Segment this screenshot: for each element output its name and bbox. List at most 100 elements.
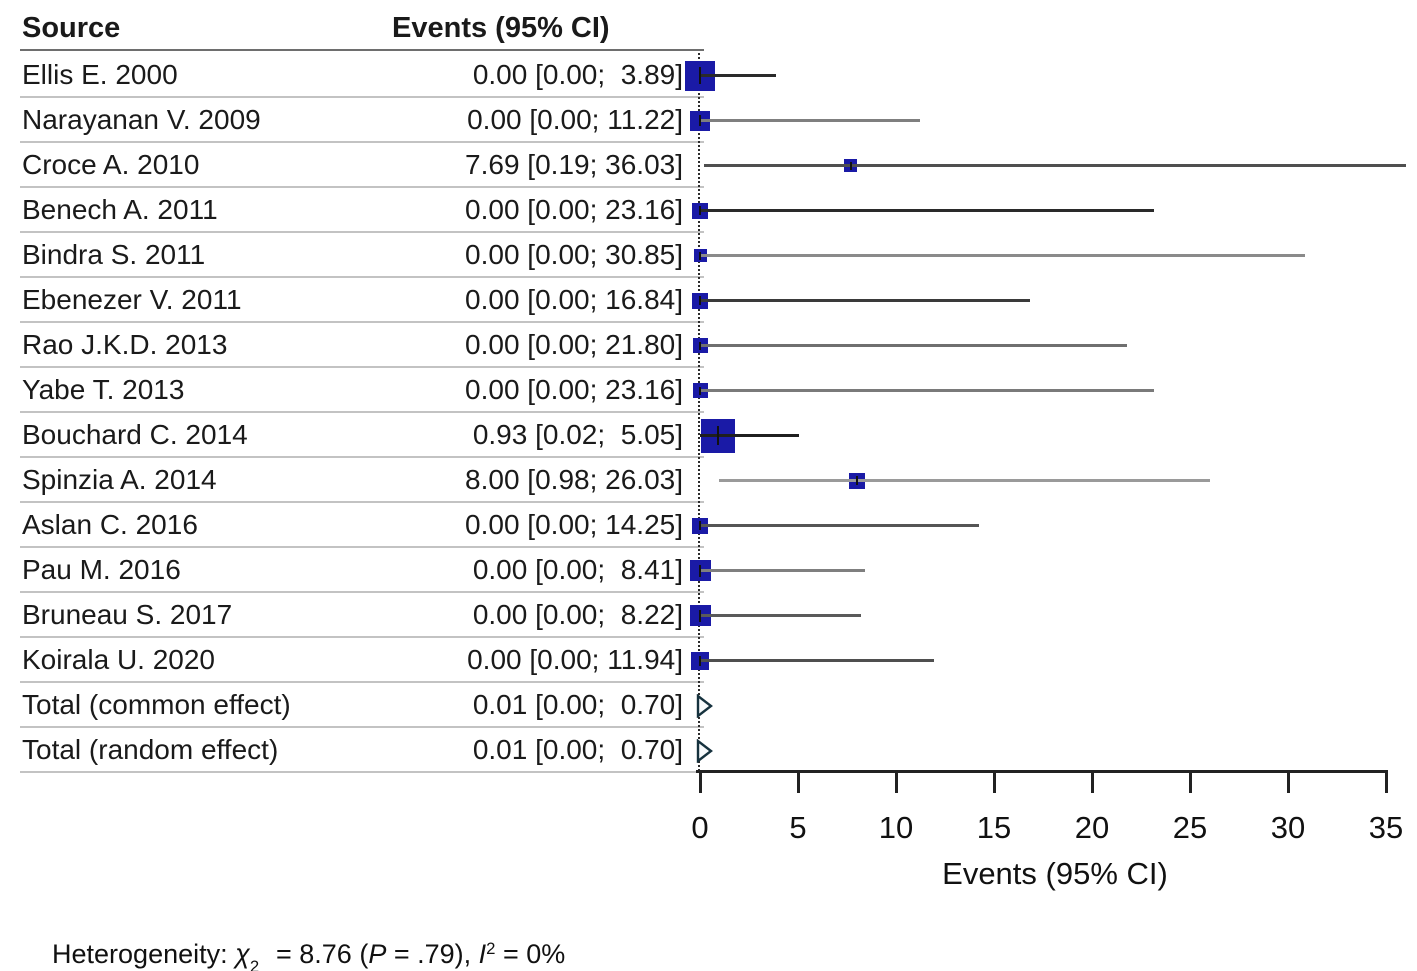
study-events-value: 8.00 [0.98; 26.03] (465, 464, 683, 495)
p-value: = .79), (386, 939, 479, 970)
x-axis-title: Events (95% CI) (942, 856, 1168, 891)
study-events-value: 7.69 [0.19; 36.03] (465, 149, 683, 180)
table-row: Spinzia A. 2014 8.00 [0.98; 26.03] (0, 458, 704, 503)
study-source-label: Bruneau S. 2017 (22, 599, 233, 630)
total-diamond-marker (696, 738, 713, 763)
events-column-header: Events (95% CI) (392, 12, 610, 44)
x-axis (696, 770, 1388, 773)
row-separator (20, 501, 704, 503)
table-row: Pau M. 2016 0.00 [0.00; 8.41] (0, 548, 704, 593)
confidence-interval-line (700, 119, 920, 122)
source-column-header: Source (22, 12, 121, 44)
row-separator (20, 96, 704, 98)
study-source-label: Rao J.K.D. 2013 (22, 329, 228, 360)
estimate-cross-tick (849, 161, 852, 170)
estimate-cross-tick (699, 341, 701, 350)
study-events-value: 0.00 [0.00; 21.80] (465, 329, 683, 360)
estimate-cross-tick (699, 564, 701, 577)
row-separator (20, 186, 704, 188)
estimate-cross-tick (699, 521, 701, 530)
row-separator (20, 726, 704, 728)
study-source-label: Total (common effect) (22, 689, 291, 720)
table-row: Bruneau S. 2017 0.00 [0.00; 8.22] (0, 593, 704, 638)
study-source-label: Koirala U. 2020 (22, 644, 216, 675)
study-source-label: Yabe T. 2013 (22, 374, 185, 405)
i-superscript: 2 (486, 939, 496, 958)
x-axis-tick-label: 10 (878, 810, 914, 845)
study-events-value: 0.00 [0.00; 3.89] (472, 59, 683, 90)
study-source-label: Bindra S. 2011 (22, 239, 206, 270)
x-axis-tick-label: 25 (1172, 810, 1208, 845)
table-row: Koirala U. 2020 0.00 [0.00; 11.94] (0, 638, 704, 683)
study-source-label: Aslan C. 2016 (22, 509, 198, 540)
header-underline (20, 49, 704, 51)
x-axis-tick (1090, 770, 1094, 793)
x-axis-tick-label: 35 (1368, 810, 1404, 845)
row-separator (20, 546, 704, 548)
study-events-value: 0.00 [0.00; 30.85] (465, 239, 683, 270)
confidence-interval-line (700, 524, 980, 527)
i-squared-value: = 0% (495, 939, 566, 970)
study-events-value: 0.00 [0.00; 23.16] (465, 194, 683, 225)
x-axis-tick (698, 770, 702, 793)
p-symbol: P (368, 939, 387, 970)
confidence-interval-line (700, 659, 935, 662)
table-row: Ebenezer V. 2011 0.00 [0.00; 16.84] (0, 278, 704, 323)
confidence-interval-line (719, 479, 1211, 482)
row-separator (20, 366, 704, 368)
study-events-value: 0.00 [0.00; 8.41] (472, 554, 683, 585)
estimate-cross-tick (699, 206, 701, 215)
confidence-interval-line (700, 344, 1128, 347)
chi-value: = 8.76 ( (268, 939, 369, 970)
x-axis-tick (1286, 770, 1290, 793)
total-diamond-marker (696, 693, 713, 718)
heterogeneity-note: Heterogeneity: χ213 = 8.76 (P = .79), I2… (22, 908, 565, 971)
confidence-interval-line (700, 614, 862, 617)
confidence-interval-line (700, 299, 1031, 302)
x-axis-tick-label: 20 (1074, 810, 1110, 845)
x-axis-tick-label: 30 (1270, 810, 1306, 845)
estimate-cross-tick (699, 296, 701, 305)
study-events-value: 0.00 [0.00; 11.94] (467, 644, 683, 675)
row-separator (20, 411, 704, 413)
study-events-value: 0.01 [0.00; 0.70] (472, 734, 683, 765)
study-events-value: 0.00 [0.00; 14.25] (465, 509, 683, 540)
x-axis-tick-label: 0 (691, 810, 709, 845)
estimate-cross-tick (699, 655, 701, 666)
row-separator (20, 456, 704, 458)
x-axis-tick (1384, 770, 1388, 793)
study-source-label: Narayanan V. 2009 (22, 104, 261, 135)
confidence-interval-line (700, 569, 865, 572)
study-source-label: Spinzia A. 2014 (22, 464, 217, 495)
estimate-cross-tick (699, 67, 701, 84)
x-axis-tick (1188, 770, 1192, 793)
estimate-cross-tick (699, 251, 701, 260)
row-separator (20, 321, 704, 323)
x-axis-tick (796, 770, 800, 793)
row-separator (20, 636, 704, 638)
confidence-interval-line (700, 434, 799, 437)
study-events-value: 0.01 [0.00; 0.70] (472, 689, 683, 720)
table-row: Croce A. 2010 7.69 [0.19; 36.03] (0, 143, 704, 188)
table-row: Bouchard C. 2014 0.93 [0.02; 5.05] (0, 413, 704, 458)
study-source-label: Bouchard C. 2014 (22, 419, 248, 450)
confidence-interval-line (700, 389, 1154, 392)
table-row: Total (random effect) 0.01 [0.00; 0.70] (0, 728, 704, 773)
row-separator (20, 231, 704, 233)
estimate-cross-tick (699, 115, 701, 126)
chi-symbol: χ (235, 939, 250, 970)
row-separator (20, 141, 704, 143)
row-separator (20, 681, 704, 683)
table-row: Bindra S. 2011 0.00 [0.00; 30.85] (0, 233, 704, 278)
estimate-cross-tick (699, 386, 701, 395)
study-events-value: 0.00 [0.00; 23.16] (465, 374, 683, 405)
confidence-interval-line (700, 209, 1154, 212)
estimate-cross-tick (855, 476, 858, 485)
row-separator (20, 591, 704, 593)
x-axis-tick (894, 770, 898, 793)
x-axis-tick-label: 5 (789, 810, 807, 845)
i-squared-symbol: I (478, 939, 487, 970)
study-events-value: 0.93 [0.02; 5.05] (472, 419, 683, 450)
estimate-cross-tick (717, 426, 720, 445)
table-row: Yabe T. 2013 0.00 [0.00; 23.16] (0, 368, 704, 413)
